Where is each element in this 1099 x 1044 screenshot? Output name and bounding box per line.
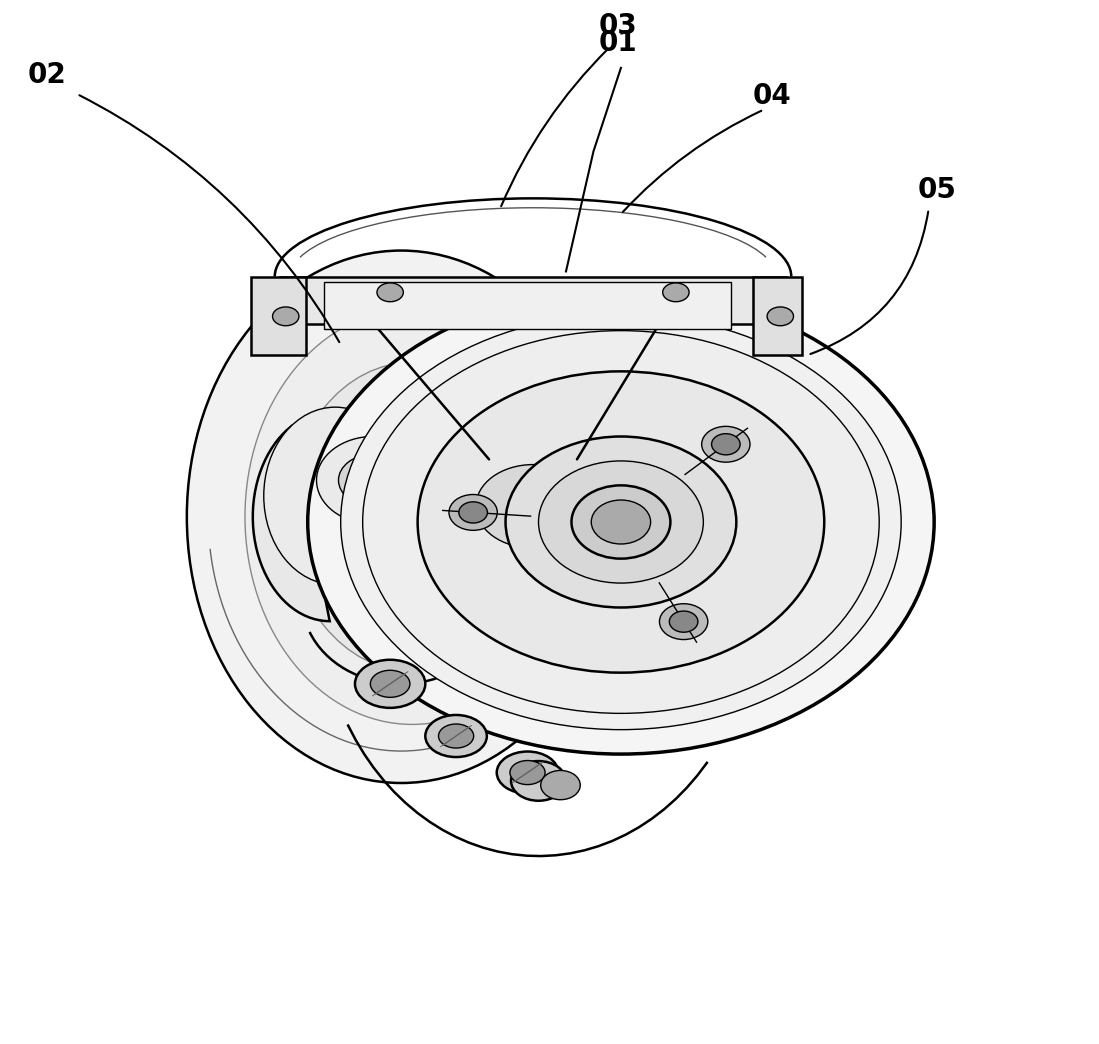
Ellipse shape [449,495,498,530]
Polygon shape [280,277,786,324]
Ellipse shape [338,454,409,506]
Ellipse shape [288,362,536,671]
Ellipse shape [370,670,410,697]
Ellipse shape [701,426,750,462]
Text: 04: 04 [753,81,791,110]
Ellipse shape [541,770,580,800]
Ellipse shape [511,761,566,801]
Ellipse shape [659,603,708,640]
Polygon shape [253,426,330,621]
Text: 02: 02 [27,61,66,89]
Ellipse shape [767,307,793,326]
Polygon shape [251,277,306,355]
Ellipse shape [506,436,736,608]
Polygon shape [324,282,731,329]
Ellipse shape [459,502,488,523]
Ellipse shape [539,461,703,583]
Ellipse shape [476,465,590,548]
Ellipse shape [571,485,670,559]
Ellipse shape [451,446,615,567]
Ellipse shape [497,752,558,793]
Ellipse shape [591,500,651,544]
Ellipse shape [245,309,579,725]
Text: 05: 05 [918,175,956,204]
Ellipse shape [355,660,425,708]
Text: 03: 03 [599,11,637,40]
Ellipse shape [187,251,615,783]
Text: 01: 01 [599,29,637,57]
Ellipse shape [264,407,407,585]
Ellipse shape [377,283,403,302]
Ellipse shape [418,372,824,672]
Ellipse shape [663,283,689,302]
Ellipse shape [308,290,934,754]
Ellipse shape [363,331,879,713]
Ellipse shape [341,314,901,730]
Ellipse shape [425,715,487,757]
Ellipse shape [669,611,698,633]
Polygon shape [753,277,802,355]
Ellipse shape [510,760,545,785]
Ellipse shape [439,723,474,749]
Ellipse shape [317,436,431,524]
Ellipse shape [711,433,740,455]
Ellipse shape [273,307,299,326]
